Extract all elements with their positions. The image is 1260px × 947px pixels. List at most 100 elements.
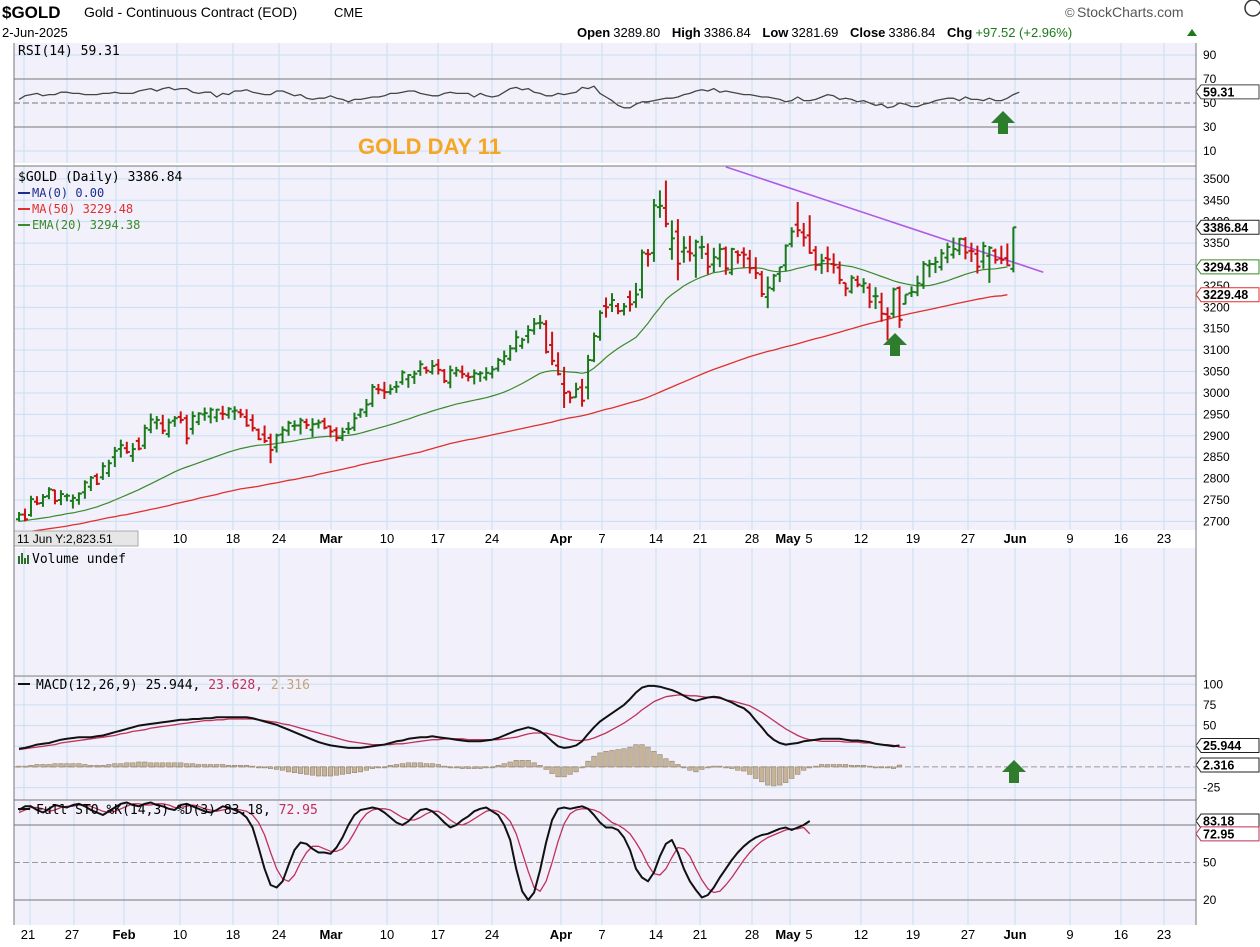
macd-histogram-bar [208, 764, 214, 768]
macd-histogram-bar [118, 763, 124, 768]
price-y-tick: 2850 [1203, 450, 1230, 464]
macd-histogram-bar [172, 762, 178, 768]
macd-histogram-bar [28, 765, 34, 768]
ohlc-bar [860, 278, 867, 294]
ohlc-bar [710, 247, 717, 273]
settings-icon[interactable] [1244, 0, 1260, 17]
ohlc-bar [381, 381, 388, 399]
ohlc-bar [75, 492, 82, 505]
macd-histogram-bar [238, 765, 244, 768]
macd-histogram-bar [262, 766, 268, 769]
bottom-x-tick: 7 [598, 927, 605, 942]
ohlc-bar [423, 366, 430, 374]
ohlc-bar [477, 371, 484, 382]
macd-histogram-bar [40, 764, 46, 768]
ohlc-bar [884, 307, 891, 341]
ohlc-bar [926, 259, 933, 278]
sto-k-price-label-box [1195, 813, 1260, 829]
bottom-x-tick: 18 [226, 927, 240, 942]
macd-histogram-bar [531, 762, 537, 768]
ohlc-bar [159, 414, 166, 435]
ohlc-bar [794, 201, 801, 238]
macd-panel-bg [14, 676, 1196, 800]
macd-histogram-bar [327, 766, 334, 777]
ohlc-bar [117, 439, 124, 458]
ohlc-bar [734, 250, 741, 264]
macd-histogram-bar [387, 765, 393, 768]
ohlc-bar [890, 287, 897, 319]
price-ema20-price-label-box [1195, 259, 1260, 275]
ohlc-bar [81, 480, 88, 499]
bottom-x-tick: 19 [906, 927, 920, 942]
macd-histogram-bar [495, 765, 501, 768]
ohlc-bar [345, 422, 352, 435]
ohlc-bar [165, 418, 172, 438]
macd-histogram-bar [178, 762, 184, 768]
macd-histogram-bar [303, 766, 310, 775]
ohlc-bar [123, 441, 130, 454]
ohlc-bar [453, 366, 460, 377]
ohlc-bar [896, 286, 903, 328]
macd-histogram-bar [76, 763, 82, 768]
macd-price-label-box [1195, 737, 1260, 753]
macd-histogram-bar [705, 766, 711, 769]
macd-histogram-bar [585, 760, 591, 768]
macd-histogram-bar [789, 766, 795, 779]
volume-icon-bar [21, 553, 23, 564]
bottom-x-tick: 16 [1114, 927, 1128, 942]
bottom-x-tick: 27 [961, 927, 975, 942]
ohlc-bar [273, 433, 280, 453]
macd-histogram-bar [573, 766, 579, 773]
macd-histogram-bar [280, 766, 286, 771]
macd-histogram-bar [825, 764, 831, 768]
ohlc-bar [375, 383, 382, 395]
ohlc-bar [908, 286, 915, 298]
ohlc-bar [177, 411, 184, 424]
ohlc-bar [782, 244, 789, 271]
macd-histogram-bar [315, 766, 322, 777]
macd-histogram-bar [627, 746, 633, 768]
macd-histogram-bar [405, 762, 411, 768]
bottom-x-tick: Feb [112, 927, 135, 942]
ohlc-bar [21, 508, 28, 522]
ohlc-bar [986, 246, 993, 283]
price-x-tick: 10 [380, 531, 394, 546]
brand[interactable]: StockCharts.com [1077, 4, 1184, 20]
bottom-x-tick: 10 [380, 927, 394, 942]
price-close-price-label: 3386.84 [1195, 219, 1260, 235]
macd-histogram-bar [459, 766, 465, 769]
ohlc-bar [698, 235, 705, 259]
ohlc-bar [854, 275, 861, 288]
macd-y-tick: 75 [1203, 698, 1217, 712]
macd-histogram-bar [507, 761, 513, 768]
macd-histogram-bar [759, 766, 765, 783]
macd-histogram-bar [160, 762, 166, 768]
ohlc-bar [417, 360, 424, 376]
ohlc-bar [57, 490, 64, 506]
macd-histogram-bar [777, 766, 783, 786]
macd-histogram-bar [639, 744, 645, 768]
macd-histogram-bar [220, 764, 226, 768]
ohlc-bar [513, 330, 520, 353]
macd-histogram-bar [741, 766, 747, 772]
macd-histogram-bar [633, 744, 639, 768]
up-arrow-icon [991, 111, 1015, 134]
ohlc-bar [980, 241, 987, 269]
price-x-tick: 10 [173, 531, 187, 546]
rsi-line [18, 85, 1020, 109]
price-x-tick: 23 [1157, 531, 1171, 546]
macd-histogram-bar [112, 763, 118, 768]
ohlc-bar [914, 275, 921, 297]
macd-histogram-bar [747, 766, 753, 775]
ohlc-bar [537, 315, 544, 330]
sto-legend: Full STO %K(14,3) %D(3) 83.18, 72.95 [36, 803, 318, 818]
macd-histogram-bar [723, 766, 729, 769]
macd-histogram-bar [867, 765, 873, 768]
macd-histogram-bar [807, 766, 813, 769]
ohlc-bar [519, 337, 526, 349]
macd-histogram-bar [579, 766, 585, 769]
price-x-tick: Apr [550, 531, 572, 546]
ohlc-bar [495, 357, 502, 372]
macd-histogram-bar [837, 764, 843, 768]
